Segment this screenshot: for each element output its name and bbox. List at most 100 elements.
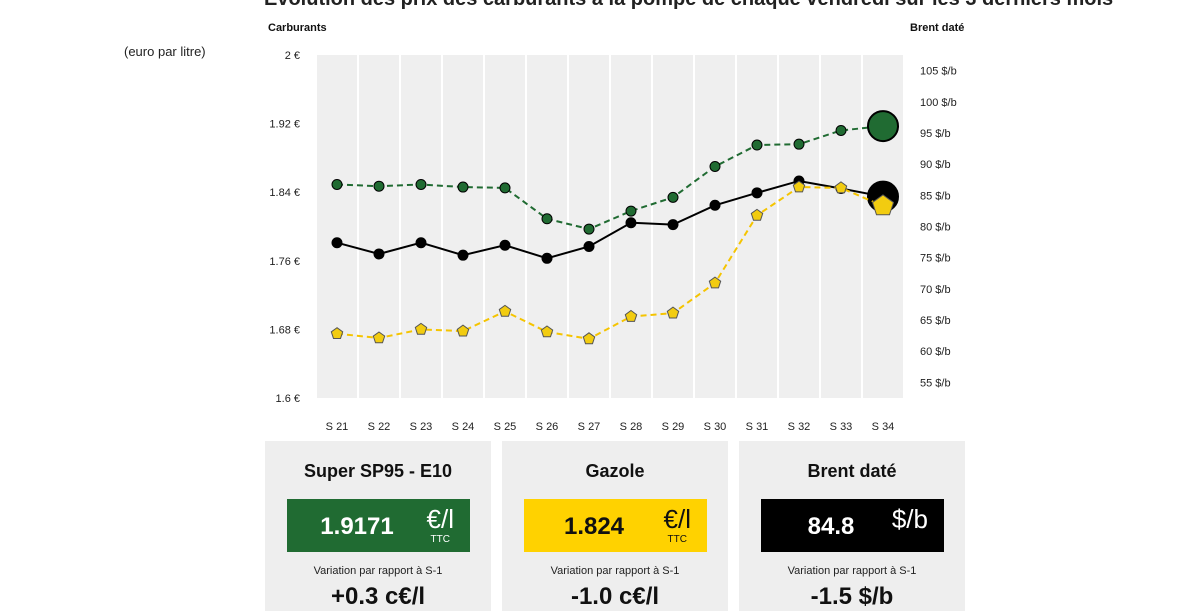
sp95-line (336, 125, 884, 231)
gazole-point (792, 180, 806, 193)
x-tick-label: S 32 (788, 421, 811, 433)
y-left-tick-label: 1.92 € (269, 119, 300, 131)
y-right-tick-label: 65 $/b (920, 315, 951, 327)
card-sp95-ttc: TTC (430, 534, 450, 545)
card-brent-price: 84.8 (807, 513, 855, 540)
card-brent-title: Brent daté (807, 461, 897, 481)
gazole-point (330, 327, 344, 339)
brent-line (336, 179, 884, 260)
x-tick-label: S 25 (494, 421, 517, 433)
x-tick-label: S 30 (704, 421, 727, 433)
card-sp95-variation: +0.3 c€/l (330, 583, 426, 610)
brent-point (667, 219, 679, 231)
y-right-tick-label: 70 $/b (920, 284, 951, 296)
brent-point (373, 248, 385, 260)
y-right-tick-label: 95 $/b (920, 128, 951, 140)
brent-point (499, 239, 511, 251)
gazole-point (414, 322, 428, 335)
x-tick-label: S 28 (620, 421, 643, 433)
gazole-point (871, 194, 895, 216)
y-right-tick-label: 90 $/b (920, 159, 951, 171)
card-brent: Brent daté 84.8 $/b Variation par rappor… (739, 441, 965, 611)
gazole-point (750, 208, 764, 221)
card-gazole-price: 1.824 (563, 513, 625, 540)
y-right-tick-label: 100 $/b (920, 97, 957, 109)
card-gazole: Gazole 1.824 €/l TTC Variation par rappo… (502, 441, 728, 611)
card-sp95-variation-label: Variation par rapport à S-1 (313, 565, 443, 577)
card-sp95-price: 1.9171 (320, 513, 394, 540)
gazole-point (834, 181, 848, 194)
gazole-point (582, 332, 596, 345)
gazole-point (372, 331, 386, 344)
gazole-point (708, 276, 722, 289)
y-right-tick-label: 105 $/b (920, 66, 957, 78)
x-tick-label: S 23 (410, 421, 433, 433)
x-tick-label: S 27 (578, 421, 601, 433)
x-tick-label: S 26 (536, 421, 559, 433)
card-gazole-unit: €/l (663, 504, 691, 534)
sp95-point (583, 223, 595, 235)
y-right-tick-label: 60 $/b (920, 346, 951, 358)
brent-point (625, 217, 637, 229)
gazole-point (498, 304, 512, 317)
sp95-point (541, 213, 553, 225)
x-tick-label: S 21 (326, 421, 349, 433)
gazole-line (336, 186, 884, 340)
card-gazole-ttc: TTC (667, 534, 687, 545)
y-left-tick-label: 1.68 € (269, 324, 300, 336)
card-sp95-price-box: 1.9171 €/l TTC (287, 499, 470, 552)
card-brent-unit: $/b (891, 504, 928, 534)
card-brent-variation-label: Variation par rapport à S-1 (787, 565, 917, 577)
fuel-price-chart: 1.6 € 1.68 € 1.76 € 1.84 € 1.92 € 2 € 55 $/b 60… (269, 50, 957, 433)
y-left-tick-label: 1.76 € (269, 256, 300, 268)
sp95-point (867, 110, 899, 143)
brent-point (751, 187, 763, 199)
x-tick-label: S 29 (662, 421, 685, 433)
y-left-tick-label: 1.6 € (276, 393, 300, 405)
sp95-point (373, 180, 385, 192)
brent-point (457, 249, 469, 261)
left-axis-name: Carburants (268, 22, 327, 34)
x-tick-label: S 34 (872, 421, 895, 433)
left-unit-label: (euro par litre) (124, 44, 206, 59)
card-gazole-variation: -1.0 c€/l (570, 583, 660, 610)
sp95-point (835, 124, 847, 136)
right-axis-name: Brent daté (910, 22, 965, 34)
y-left-tick-label: 1.84 € (269, 187, 300, 199)
card-gazole-variation-label: Variation par rapport à S-1 (550, 565, 680, 577)
card-gazole-title: Gazole (585, 461, 645, 481)
y-right-tick-label: 75 $/b (920, 253, 951, 265)
sp95-point (499, 182, 511, 194)
gazole-point (624, 309, 638, 322)
card-sp95-unit: €/l (426, 504, 454, 534)
sp95-point (457, 181, 469, 193)
x-tick-label: S 33 (830, 421, 853, 433)
sp95-point (415, 178, 427, 190)
chart-title: Evolution des prix des carburants à la p… (264, 0, 1113, 11)
gazole-point (666, 306, 680, 319)
brent-point (331, 237, 343, 249)
x-tick-label: S 22 (368, 421, 391, 433)
y-left-tick-label: 2 € (285, 50, 300, 62)
card-sp95-title: Super SP95 - E10 (303, 461, 453, 481)
card-brent-price-box: 84.8 $/b (761, 499, 944, 552)
y-right-tick-label: 80 $/b (920, 222, 951, 234)
x-tick-label: S 31 (746, 421, 769, 433)
brent-point (583, 240, 595, 252)
sp95-point (331, 178, 343, 190)
brent-point (415, 237, 427, 249)
sp95-point (793, 138, 805, 150)
x-tick-label: S 24 (452, 421, 475, 433)
gazole-point (540, 325, 554, 338)
y-right-tick-label: 55 $/b (920, 377, 951, 389)
sp95-point (751, 139, 763, 151)
card-sp95: Super SP95 - E10 1.9171 €/l TTC Variatio… (265, 441, 491, 611)
y-right-tick-label: 85 $/b (920, 190, 951, 202)
sp95-point (709, 160, 721, 172)
gazole-point (456, 324, 470, 337)
brent-point (709, 199, 721, 211)
sp95-point (625, 205, 637, 217)
card-gazole-price-box: 1.824 €/l TTC (524, 499, 707, 552)
card-brent-variation: -1.5 $/b (810, 583, 894, 610)
brent-point (541, 252, 553, 264)
